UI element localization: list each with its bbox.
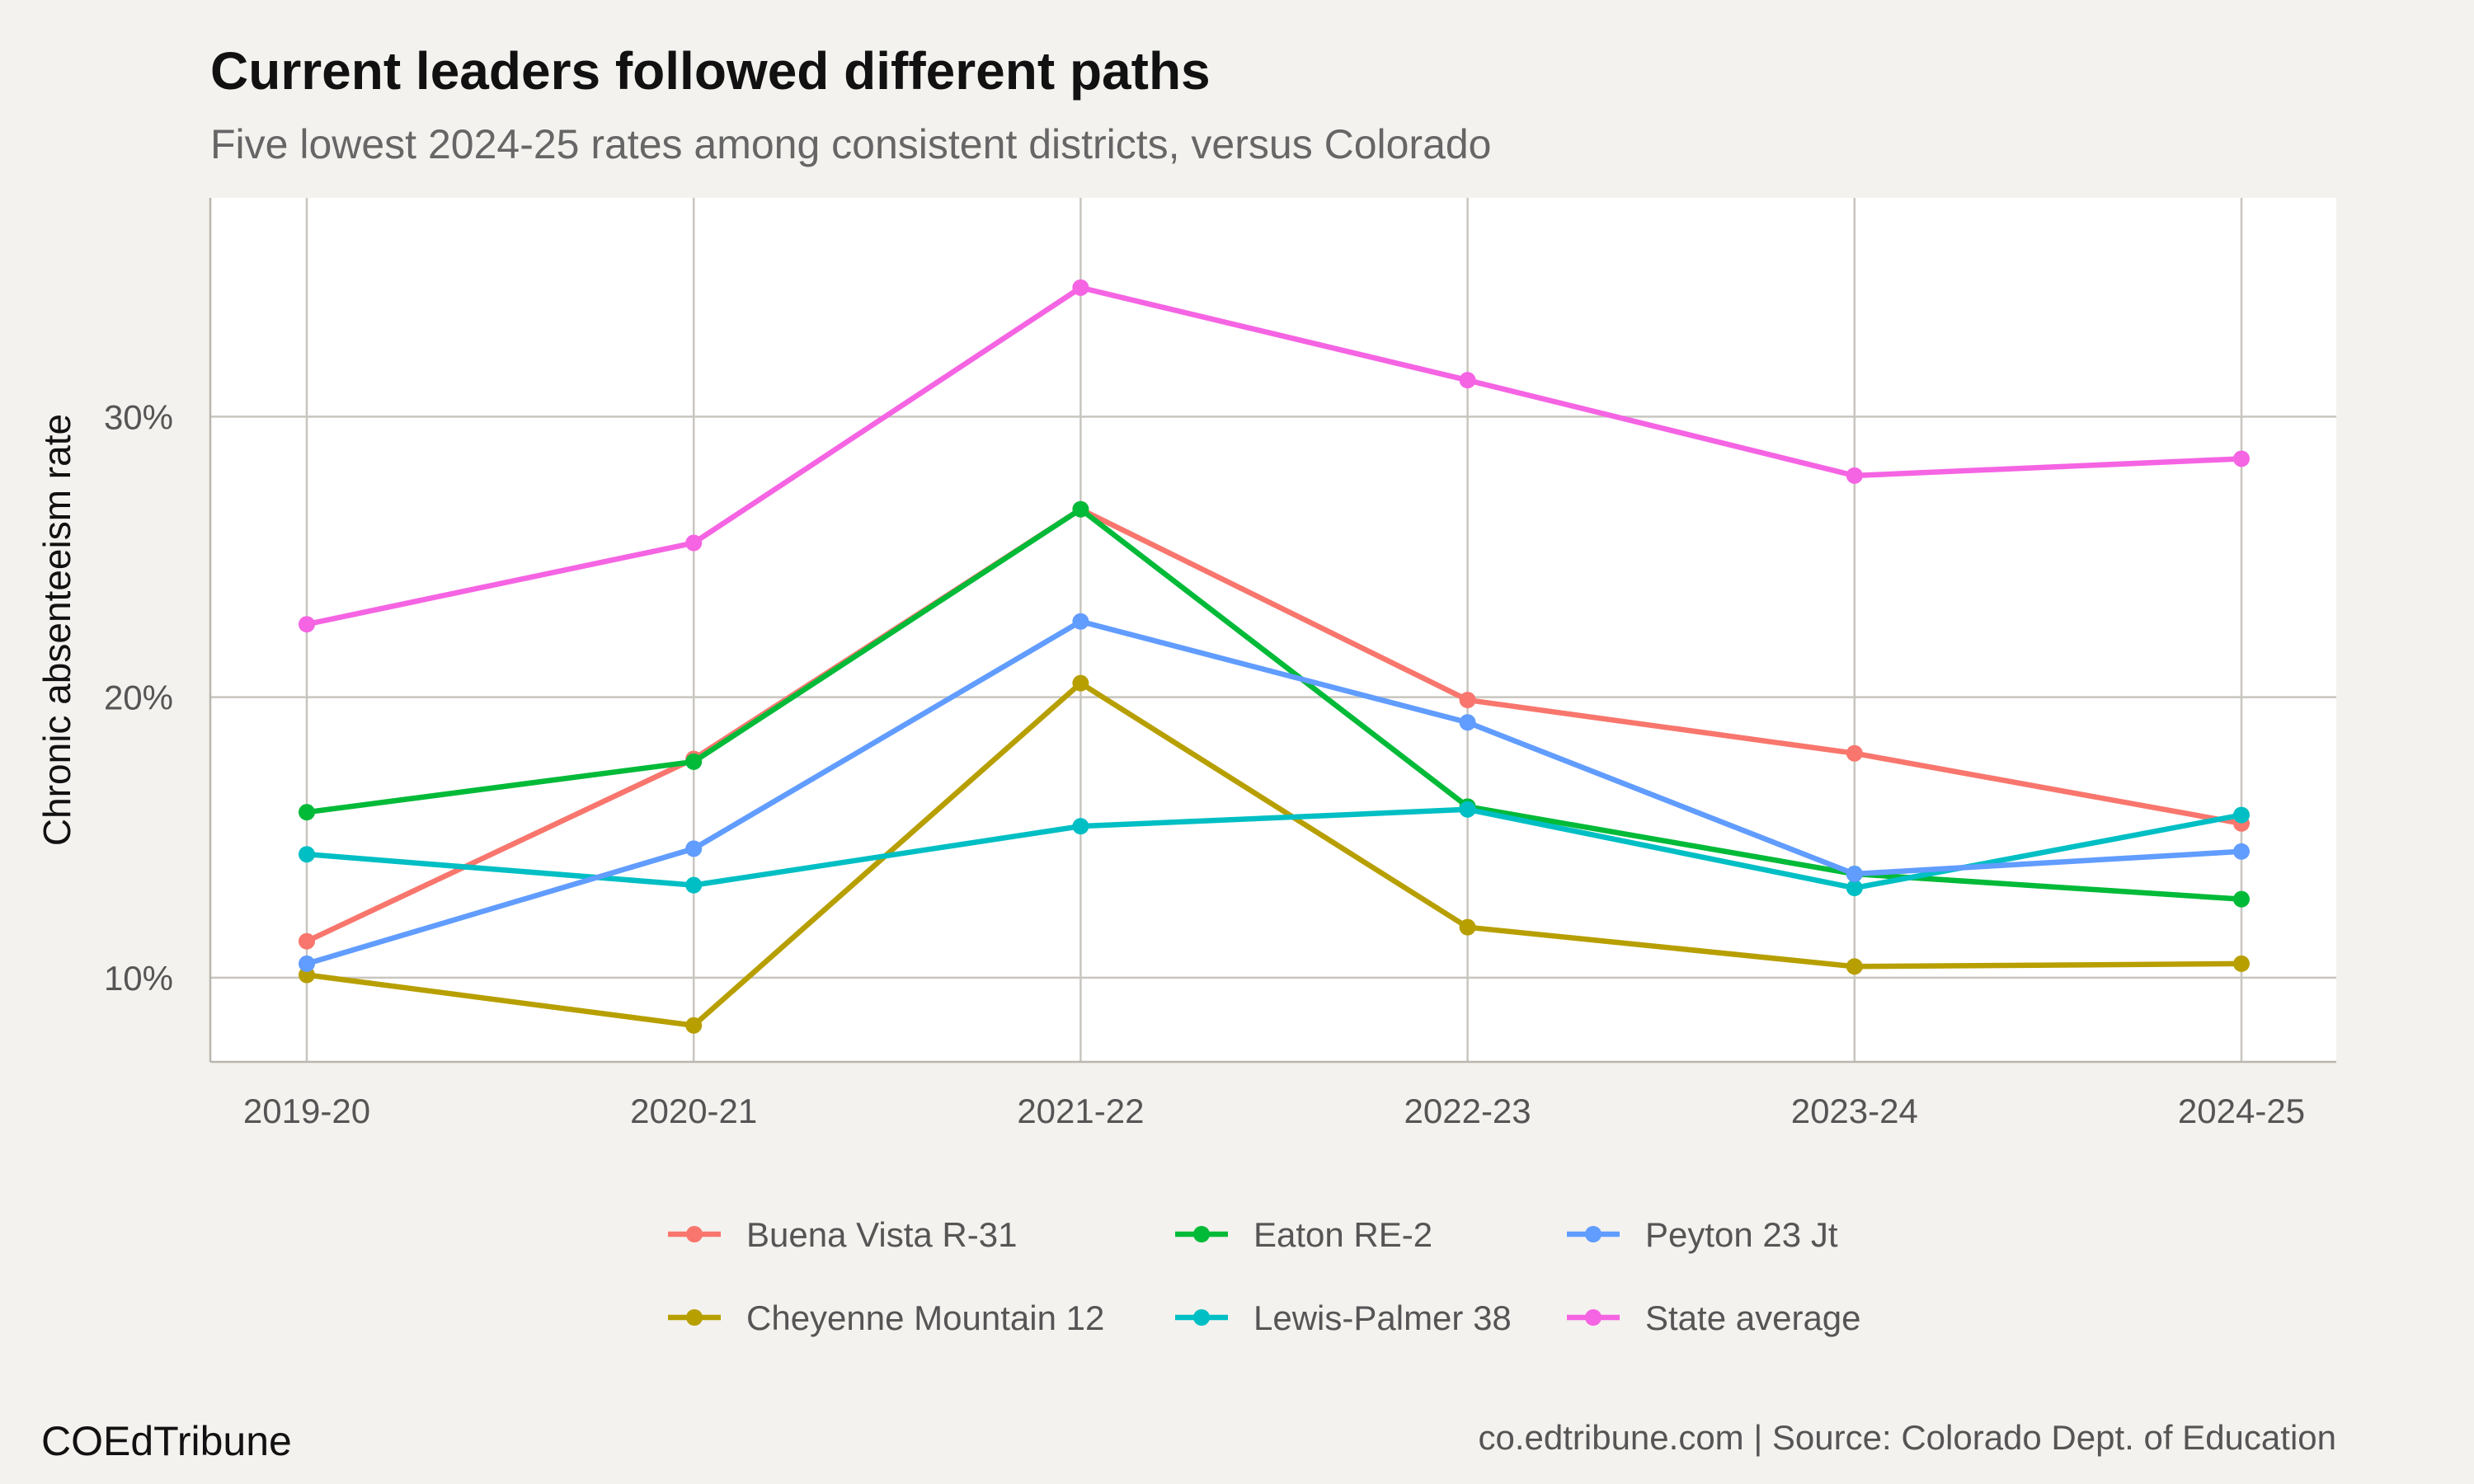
data-point-state-average bbox=[1459, 372, 1476, 389]
footer-source: co.edtribune.com | Source: Colorado Dept… bbox=[1478, 1418, 2336, 1457]
y-tick-label: 10% bbox=[104, 959, 173, 998]
legend-label: Cheyenne Mountain 12 bbox=[746, 1298, 1104, 1337]
y-tick-label: 30% bbox=[104, 397, 173, 436]
data-point-state-average bbox=[685, 534, 703, 552]
y-tick-label: 20% bbox=[104, 679, 173, 717]
data-point-peyton-23-jt bbox=[1846, 866, 1863, 883]
legend-key-point bbox=[1193, 1226, 1210, 1242]
series-state-average bbox=[299, 279, 2250, 633]
data-point-peyton-23-jt bbox=[685, 840, 703, 857]
x-tick-label: 2021-22 bbox=[1017, 1092, 1144, 1130]
legend-key-point bbox=[1585, 1226, 1602, 1242]
series-line-lewis-palmer-38 bbox=[303, 806, 2245, 891]
data-point-peyton-23-jt bbox=[299, 955, 315, 972]
legend-item-state-average: State average bbox=[1567, 1298, 1861, 1337]
legend-label: State average bbox=[1645, 1298, 1861, 1337]
data-point-peyton-23-jt bbox=[1072, 613, 1089, 630]
data-point-state-average bbox=[299, 616, 315, 633]
data-point-eaton-re-2 bbox=[2233, 890, 2250, 908]
data-point-lewis-palmer-38 bbox=[1846, 880, 1863, 897]
legend-label: Buena Vista R-31 bbox=[746, 1215, 1017, 1254]
gridlines bbox=[210, 198, 2336, 1062]
series-line-state-average bbox=[303, 284, 2245, 627]
legend-label: Eaton RE-2 bbox=[1253, 1215, 1432, 1254]
chart-title: Current leaders followed different paths bbox=[210, 41, 1211, 101]
x-tick-label: 2024-25 bbox=[2178, 1092, 2305, 1130]
data-point-cheyenne-mountain-12 bbox=[2233, 955, 2250, 972]
series-lines bbox=[299, 279, 2250, 1034]
data-point-lewis-palmer-38 bbox=[2233, 806, 2250, 824]
data-point-buena-vista-r-31 bbox=[1459, 692, 1476, 709]
footer-brand: COEdTribune bbox=[41, 1418, 292, 1464]
series-line-cheyenne-mountain-12 bbox=[303, 680, 2245, 1029]
series-line-buena-vista-r-31 bbox=[303, 506, 2245, 944]
data-point-lewis-palmer-38 bbox=[1072, 818, 1089, 835]
legend-label: Peyton 23 Jt bbox=[1645, 1215, 1838, 1254]
data-point-lewis-palmer-38 bbox=[685, 876, 703, 894]
x-tick-label: 2022-23 bbox=[1404, 1092, 1531, 1130]
data-point-cheyenne-mountain-12 bbox=[685, 1017, 703, 1034]
x-tick-label: 2020-21 bbox=[630, 1092, 757, 1130]
data-point-eaton-re-2 bbox=[299, 804, 315, 821]
data-point-buena-vista-r-31 bbox=[299, 932, 315, 950]
chart-subtitle: Five lowest 2024-25 rates among consiste… bbox=[210, 121, 1492, 167]
legend-key-point bbox=[1585, 1309, 1602, 1326]
legend-label: Lewis-Palmer 38 bbox=[1253, 1298, 1512, 1337]
legend: Buena Vista R-31 Cheyenne Mountain 12 Eato… bbox=[668, 1215, 1861, 1337]
data-point-cheyenne-mountain-12 bbox=[1072, 674, 1089, 692]
x-tick-label: 2019-20 bbox=[243, 1092, 370, 1130]
tick-labels: 2019-20 2020-21 2021-22 2022-23 2023-24 2024-… bbox=[104, 397, 2305, 1130]
data-point-cheyenne-mountain-12 bbox=[1459, 918, 1476, 936]
plot-panel bbox=[210, 198, 2336, 1062]
data-point-eaton-re-2 bbox=[1072, 500, 1089, 518]
legend-item-buena-vista-r-31: Buena Vista R-31 bbox=[668, 1215, 1017, 1254]
legend-item-eaton-re-2: Eaton RE-2 bbox=[1175, 1215, 1432, 1254]
data-point-state-average bbox=[2233, 450, 2250, 467]
data-point-buena-vista-r-31 bbox=[1846, 744, 1863, 762]
legend-key-point bbox=[686, 1226, 703, 1242]
data-point-eaton-re-2 bbox=[685, 753, 703, 770]
data-point-state-average bbox=[1072, 279, 1089, 296]
data-point-peyton-23-jt bbox=[1459, 714, 1476, 731]
data-point-lewis-palmer-38 bbox=[1459, 801, 1476, 818]
y-axis-title: Chronic absenteeism rate bbox=[35, 414, 78, 846]
series-line-peyton-23-jt bbox=[303, 618, 2245, 967]
series-cheyenne-mountain-12 bbox=[299, 674, 2250, 1034]
data-point-peyton-23-jt bbox=[2233, 843, 2250, 860]
data-point-cheyenne-mountain-12 bbox=[1846, 958, 1863, 975]
legend-item-lewis-palmer-38: Lewis-Palmer 38 bbox=[1175, 1298, 1512, 1337]
legend-key-point bbox=[1193, 1309, 1210, 1326]
legend-key-point bbox=[686, 1309, 703, 1326]
axes bbox=[209, 198, 2336, 1064]
data-point-lewis-palmer-38 bbox=[299, 846, 315, 863]
legend-item-cheyenne-mountain-12: Cheyenne Mountain 12 bbox=[668, 1298, 1104, 1337]
data-point-state-average bbox=[1846, 467, 1863, 484]
series-lewis-palmer-38 bbox=[299, 801, 2250, 897]
series-peyton-23-jt bbox=[299, 613, 2250, 972]
legend-item-peyton-23-jt: Peyton 23 Jt bbox=[1567, 1215, 1838, 1254]
x-tick-label: 2023-24 bbox=[1791, 1092, 1918, 1130]
